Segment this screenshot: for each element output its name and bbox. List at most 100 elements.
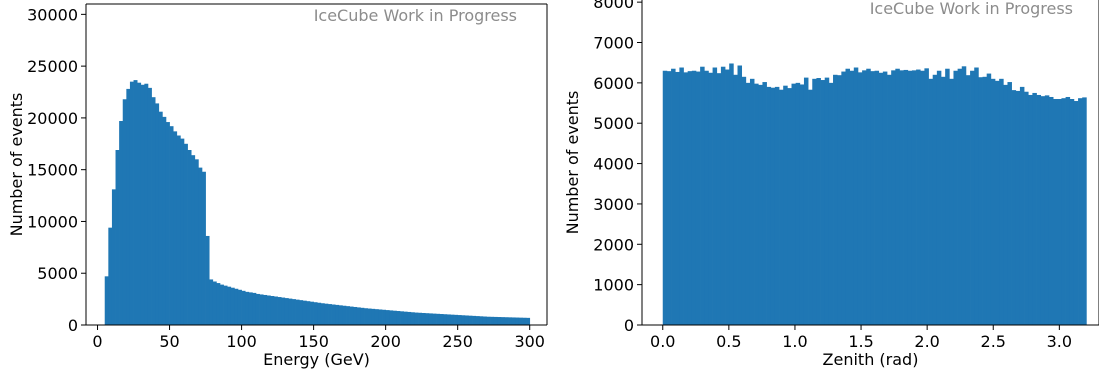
x-tick-label: 3.0 <box>1047 332 1072 351</box>
histogram-bar <box>443 314 448 325</box>
histogram-bar <box>903 69 909 325</box>
histogram-bar <box>511 317 516 325</box>
histogram-bar <box>410 312 415 325</box>
histogram-bar <box>259 294 264 325</box>
histogram-bar <box>306 301 311 325</box>
histogram-bar <box>853 67 859 326</box>
y-tick-label: 5000 <box>37 264 78 283</box>
histogram-bar <box>479 316 484 325</box>
histogram-bar <box>317 302 322 325</box>
histogram-bar <box>932 74 938 325</box>
histogram-bar <box>515 317 520 325</box>
histogram-bar <box>1015 90 1021 326</box>
y-tick-label: 0 <box>68 316 78 335</box>
histogram-bar <box>104 276 109 325</box>
histogram-bar <box>995 80 1000 325</box>
histogram-bar <box>662 70 668 325</box>
histogram-bar <box>245 291 250 325</box>
x-tick-label: 2.0 <box>914 332 939 351</box>
histogram-bar <box>849 70 855 325</box>
histogram-bar <box>241 290 246 325</box>
y-tick-label: 15000 <box>27 161 78 180</box>
histogram-bar <box>745 82 751 325</box>
histogram-bar <box>1073 101 1079 326</box>
histogram-bar <box>385 310 390 325</box>
histogram-bar <box>144 83 149 325</box>
histogram-bar <box>1069 99 1075 325</box>
y-axis-label: Number of events <box>563 91 582 235</box>
histogram-bar <box>320 303 325 325</box>
histogram-bar <box>155 103 160 325</box>
histogram-bar <box>965 75 971 325</box>
histogram-bar <box>679 67 684 326</box>
histogram-bar <box>526 317 531 325</box>
histogram-bar <box>961 66 967 325</box>
x-tick-label: 0.5 <box>716 332 741 351</box>
histogram-bar <box>140 84 145 326</box>
histogram-bar <box>924 68 929 325</box>
histogram-bar <box>986 73 992 325</box>
histogram-bar <box>820 80 826 325</box>
histogram-bar <box>720 66 726 326</box>
histogram-bar <box>808 89 813 325</box>
histogram-bar <box>223 285 228 325</box>
y-tick-label: 10000 <box>27 212 78 231</box>
y-axis-label: Number of events <box>7 93 26 237</box>
histogram-bar <box>180 138 185 325</box>
x-tick-label: 2.5 <box>981 332 1006 351</box>
histogram-bar <box>169 126 174 325</box>
histogram-bar <box>147 87 152 326</box>
histogram-bar <box>353 306 358 325</box>
histogram-bars <box>104 80 531 326</box>
histogram-bar <box>1003 84 1008 326</box>
histogram-bar <box>230 287 235 325</box>
histogram-bar <box>716 73 722 325</box>
histogram-bar <box>1078 98 1083 325</box>
x-tick-label: 0 <box>92 332 102 351</box>
histogram-bar <box>425 313 430 325</box>
histogram-bar <box>990 78 996 325</box>
histogram-bar <box>288 298 293 325</box>
histogram-bar <box>335 304 340 325</box>
histogram-bar <box>407 311 412 325</box>
histogram-bar <box>133 80 138 325</box>
histogram-bar <box>187 150 192 325</box>
histogram-bar <box>911 70 917 325</box>
histogram-bar <box>342 305 347 325</box>
histogram-bar <box>486 316 491 325</box>
histogram-bar <box>331 304 336 325</box>
histogram-bars <box>662 63 1087 326</box>
histogram-bar <box>762 82 767 325</box>
histogram-bar <box>274 296 278 325</box>
histogram-bar <box>708 72 713 326</box>
histogram-bar <box>774 86 780 325</box>
histogram-bar <box>450 314 455 325</box>
y-tick-label: 4000 <box>593 155 634 174</box>
histogram-bar <box>795 82 801 325</box>
histogram-bar <box>421 312 426 325</box>
histogram-bar <box>683 72 689 325</box>
histogram-bar <box>779 89 784 325</box>
histogram-bar <box>349 306 354 325</box>
histogram-bar <box>194 159 199 325</box>
histogram-bar <box>920 70 925 325</box>
histogram-bar <box>209 279 214 325</box>
histogram-bar <box>292 299 296 325</box>
histogram-bar <box>812 78 817 325</box>
histogram-bar <box>791 83 796 325</box>
histogram-bar <box>277 297 282 325</box>
histogram-bar <box>219 284 224 325</box>
histogram-bar <box>356 307 361 325</box>
zenith-histogram: 0.0 0.5 1.0 1.5 2.0 2.5 3.0 0 1000 2000 3000 4000 50… <box>563 0 1099 369</box>
histogram-bar <box>108 227 113 325</box>
histogram-bar <box>1053 99 1058 325</box>
histogram-bar <box>907 70 913 325</box>
y-tick-label: 30000 <box>27 5 78 24</box>
x-tick-label: 50 <box>159 332 179 351</box>
histogram-bar <box>392 310 397 325</box>
histogram-bar <box>928 78 934 325</box>
histogram-bar <box>122 99 127 325</box>
histogram-bar <box>982 76 988 325</box>
histogram-bar <box>1082 97 1087 325</box>
histogram-bar <box>957 68 963 325</box>
